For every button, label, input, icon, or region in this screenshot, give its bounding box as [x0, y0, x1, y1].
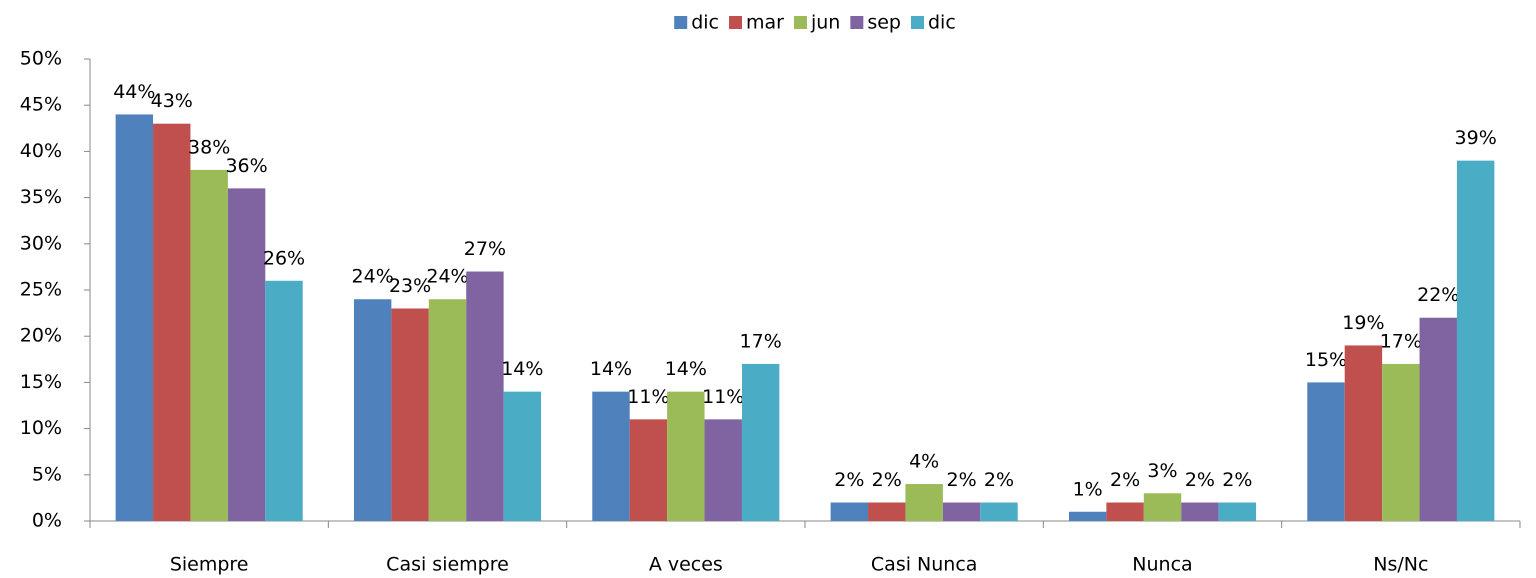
value-label: 38%	[188, 136, 230, 158]
x-tick-label: Nunca	[1132, 554, 1192, 576]
y-tick-label: 5%	[32, 463, 62, 485]
value-label: 15%	[1305, 349, 1347, 371]
value-label: 39%	[1455, 127, 1497, 149]
bar	[1143, 493, 1182, 521]
y-tick-label: 15%	[20, 371, 62, 393]
value-label: 2%	[1185, 469, 1215, 491]
bar	[830, 502, 869, 521]
legend-swatch	[911, 16, 924, 29]
y-tick-label: 0%	[32, 510, 62, 532]
y-tick-label: 30%	[20, 232, 62, 254]
bar	[1106, 502, 1144, 521]
legend-label: sep	[867, 12, 901, 34]
bar	[704, 419, 742, 521]
bar	[1218, 502, 1257, 521]
x-tick-label: Siempre	[170, 554, 249, 576]
legend-label: mar	[746, 12, 784, 34]
bar	[1382, 363, 1420, 521]
bar	[115, 114, 154, 521]
x-tick-label: A veces	[649, 554, 723, 576]
bar	[667, 391, 705, 521]
value-label: 36%	[225, 155, 267, 177]
value-label: 2%	[1110, 469, 1140, 491]
x-tick-label: Ns/Nc	[1373, 554, 1428, 576]
bar	[1307, 382, 1345, 521]
value-label: 3%	[1147, 460, 1177, 482]
value-label: 2%	[1222, 469, 1252, 491]
bar	[980, 502, 1018, 521]
legend-swatch	[674, 16, 688, 29]
y-tick-label: 25%	[20, 279, 62, 301]
value-label: 14%	[665, 358, 707, 380]
legend-label: jun	[810, 12, 840, 34]
value-label: 24%	[426, 266, 468, 288]
value-label: 2%	[834, 469, 864, 491]
value-label: 23%	[389, 275, 431, 297]
x-tick-label: Casi Nunca	[871, 554, 978, 576]
legend-swatch	[729, 16, 742, 29]
bar	[1068, 511, 1107, 521]
bar	[265, 280, 303, 521]
value-label: 11%	[702, 386, 744, 408]
value-label: 43%	[151, 90, 193, 112]
value-label: 14%	[590, 358, 632, 380]
value-label: 14%	[501, 358, 543, 380]
value-label: 2%	[984, 469, 1014, 491]
legend-swatch	[793, 16, 807, 29]
value-label: 2%	[947, 469, 977, 491]
value-label: 4%	[909, 451, 939, 473]
bar	[227, 188, 266, 522]
y-tick-label: 10%	[20, 417, 62, 439]
value-label: 26%	[263, 247, 305, 269]
legend-label: dic	[691, 12, 719, 34]
value-label: 2%	[872, 469, 902, 491]
bar	[353, 299, 392, 521]
x-tick-label: Casi siempre	[386, 554, 509, 576]
bar	[905, 484, 943, 521]
bar	[153, 123, 191, 522]
legend-swatch	[850, 16, 864, 29]
bar	[1419, 317, 1457, 521]
y-tick-label: 35%	[20, 186, 62, 208]
bar	[1344, 345, 1383, 521]
y-tick-label: 50%	[20, 48, 62, 70]
value-label: 27%	[464, 238, 506, 260]
y-tick-label: 40%	[20, 140, 62, 162]
bar	[503, 391, 542, 521]
value-label: 17%	[740, 330, 782, 352]
value-label: 44%	[113, 81, 155, 103]
value-label: 24%	[352, 266, 394, 288]
value-label: 11%	[627, 386, 669, 408]
bar	[466, 271, 504, 521]
bar	[428, 299, 467, 521]
bar	[391, 308, 429, 521]
bar	[942, 502, 981, 521]
bar	[1456, 160, 1495, 521]
value-label: 17%	[1380, 330, 1422, 352]
value-label: 19%	[1342, 312, 1384, 334]
bar	[1181, 502, 1219, 521]
bar	[868, 502, 906, 521]
legend-label: dic	[928, 12, 956, 34]
bar	[592, 391, 630, 521]
bar	[741, 363, 780, 521]
y-tick-label: 20%	[20, 325, 62, 347]
value-label: 1%	[1073, 478, 1103, 500]
bar	[629, 419, 668, 521]
value-label: 22%	[1417, 284, 1459, 306]
bar	[190, 169, 228, 521]
y-tick-label: 45%	[20, 94, 62, 116]
